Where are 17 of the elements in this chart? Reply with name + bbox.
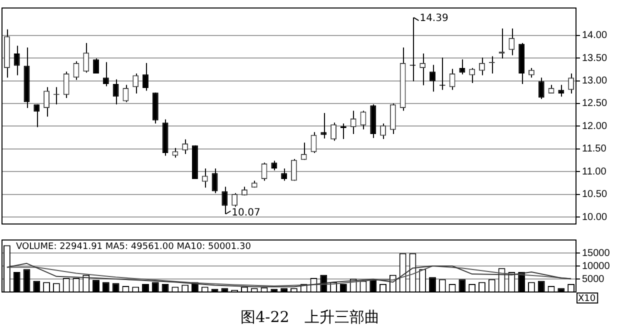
y-tick-label: 11.00: [582, 166, 607, 178]
y-tick-label: 12.50: [582, 98, 608, 110]
text: 图4-22 上升三部曲: [240, 308, 380, 327]
y-tick-label: 11.50: [582, 144, 607, 155]
y-tick-label: 13.00: [582, 76, 608, 87]
y-tick-label: 15000: [582, 248, 610, 259]
y-tick-label: 10.50: [582, 189, 608, 200]
y-tick-label: 14.00: [582, 30, 608, 42]
annotation: 10.07: [232, 208, 260, 219]
annotation: 14.39: [420, 13, 448, 24]
text: X10: [578, 294, 596, 304]
y-tick-label: 13.50: [582, 52, 608, 64]
y-tick-label: 5000: [582, 274, 605, 285]
y-tick-label: 10000: [582, 260, 610, 272]
y-tick-label: 12.00: [582, 120, 608, 132]
y-tick-label: 10.00: [582, 212, 608, 223]
annotation: VOLUME: 22941.91 MA5: 49561.00 MA10: 50001.30: [16, 242, 252, 252]
